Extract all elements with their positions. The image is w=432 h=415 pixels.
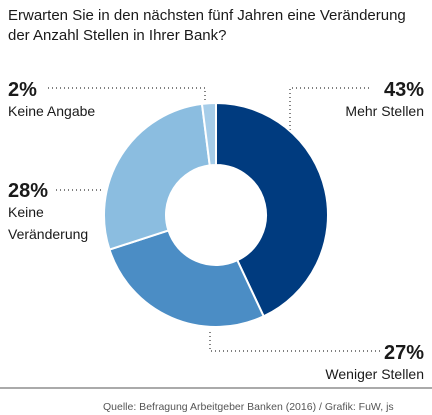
category-label: Veränderung xyxy=(8,226,88,242)
slice xyxy=(200,101,217,167)
slice xyxy=(103,102,211,251)
leader-line xyxy=(209,332,380,352)
chart-title: Erwarten Sie in den nächsten fünf Jahren… xyxy=(8,7,406,24)
category-label: Keine xyxy=(8,204,44,220)
slice xyxy=(108,229,266,328)
category-label: Weniger Stellen xyxy=(325,366,424,382)
leader-line xyxy=(289,87,372,150)
value-label: 28% xyxy=(8,180,48,202)
chart-title: der Anzahl Stellen in Ihrer Bank? xyxy=(8,27,226,44)
slice xyxy=(215,101,329,318)
leader-line xyxy=(48,87,206,100)
value-label: 43% xyxy=(384,79,424,101)
value-label: 27% xyxy=(384,342,424,364)
category-label: Mehr Stellen xyxy=(345,103,424,119)
value-label: 2% xyxy=(8,79,37,101)
category-label: Keine Angabe xyxy=(8,103,95,119)
source: Quelle: Befragung Arbeitgeber Banken (20… xyxy=(103,401,394,413)
leaders xyxy=(48,87,380,352)
